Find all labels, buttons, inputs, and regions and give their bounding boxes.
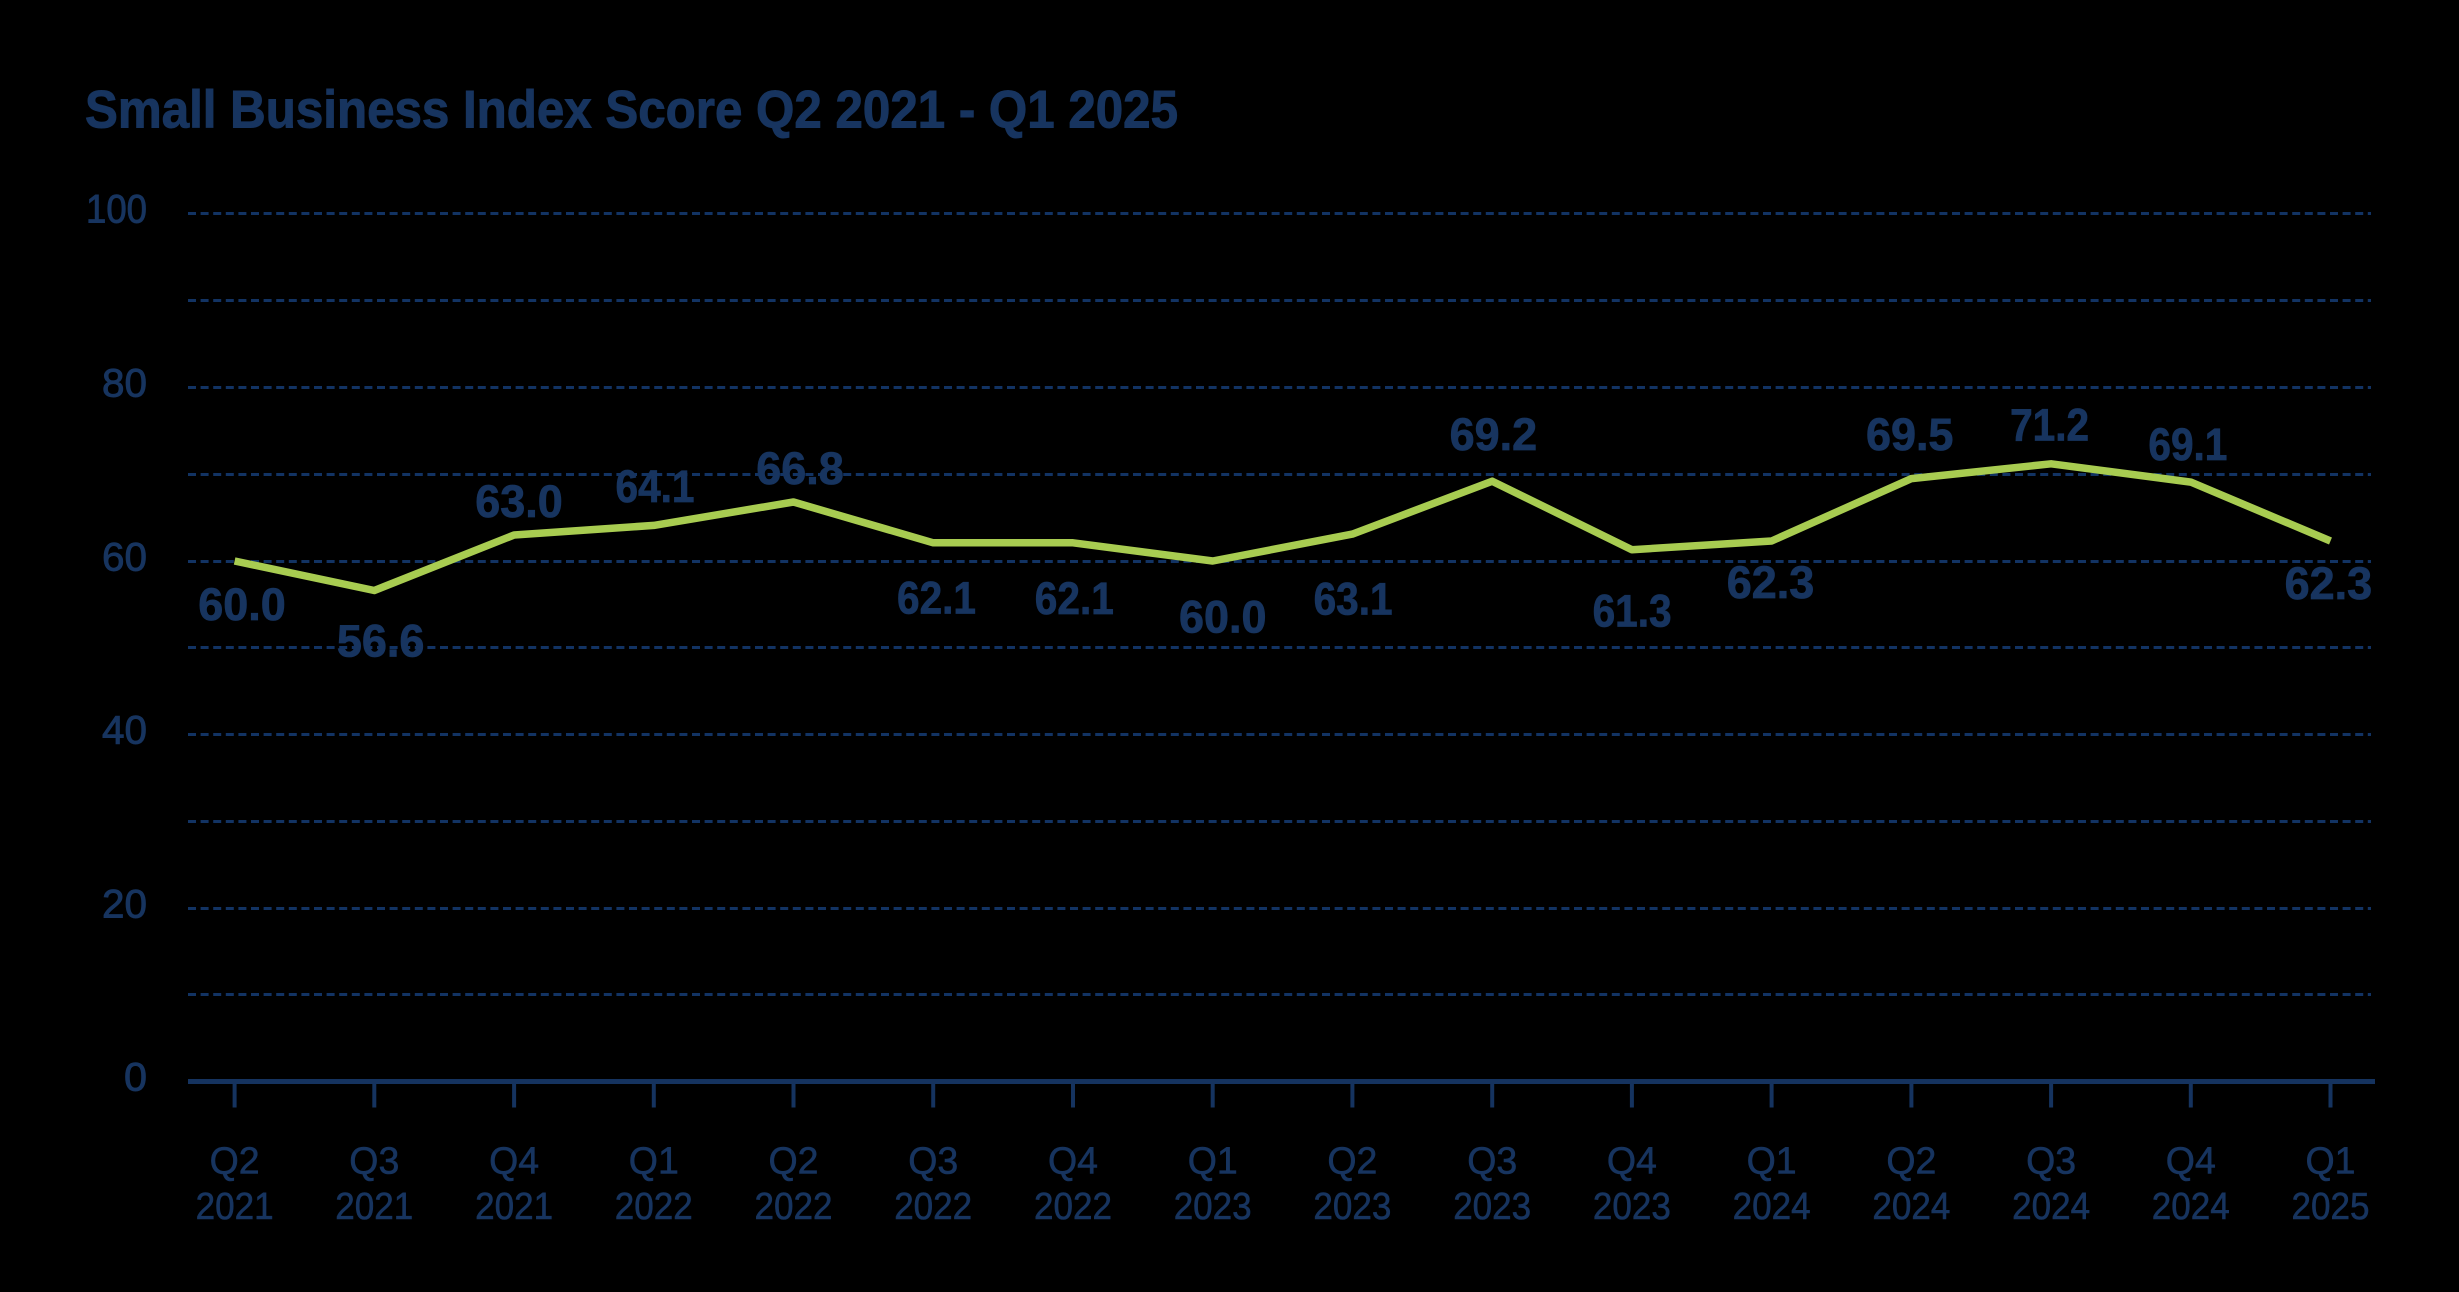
svg-text:2022: 2022	[615, 1186, 693, 1228]
svg-text:0: 0	[124, 1056, 147, 1100]
svg-text:40: 40	[102, 709, 147, 753]
svg-text:2022: 2022	[894, 1186, 972, 1228]
svg-text:2022: 2022	[755, 1186, 833, 1228]
svg-text:Q3: Q3	[2026, 1141, 2076, 1183]
svg-text:2025: 2025	[2292, 1186, 2370, 1228]
svg-text:2023: 2023	[1313, 1186, 1391, 1228]
svg-text:Q4: Q4	[2166, 1141, 2216, 1183]
svg-text:Q2: Q2	[1886, 1141, 1936, 1183]
svg-text:Q4: Q4	[489, 1141, 539, 1183]
svg-text:Q1: Q1	[629, 1141, 679, 1183]
svg-text:Q3: Q3	[908, 1141, 958, 1183]
svg-text:63.0: 63.0	[475, 476, 563, 527]
svg-text:Q2: Q2	[1327, 1141, 1377, 1183]
svg-text:2024: 2024	[2012, 1186, 2090, 1228]
svg-text:Small Business Index Score Q2: Small Business Index Score Q2 2021 - Q1 …	[85, 81, 1178, 140]
svg-text:2021: 2021	[475, 1186, 553, 1228]
svg-text:80: 80	[102, 362, 147, 406]
svg-text:Q2: Q2	[210, 1141, 260, 1183]
svg-text:2022: 2022	[1034, 1186, 1112, 1228]
svg-text:2023: 2023	[1453, 1186, 1531, 1228]
svg-text:66.8: 66.8	[756, 443, 844, 494]
svg-text:Q4: Q4	[1607, 1141, 1657, 1183]
svg-text:62.1: 62.1	[897, 573, 976, 624]
svg-text:2023: 2023	[1174, 1186, 1252, 1228]
svg-text:2024: 2024	[2152, 1186, 2230, 1228]
svg-text:2024: 2024	[1872, 1186, 1950, 1228]
svg-text:Q2: Q2	[769, 1141, 819, 1183]
svg-text:69.1: 69.1	[2148, 419, 2227, 470]
svg-text:Q3: Q3	[1467, 1141, 1517, 1183]
svg-text:69.2: 69.2	[1450, 409, 1538, 460]
svg-text:20: 20	[102, 883, 147, 927]
svg-text:63.1: 63.1	[1314, 574, 1393, 625]
svg-text:62.3: 62.3	[2285, 558, 2373, 609]
svg-text:100: 100	[86, 188, 147, 232]
svg-text:Q4: Q4	[1048, 1141, 1098, 1183]
svg-text:2023: 2023	[1593, 1186, 1671, 1228]
svg-text:60.0: 60.0	[198, 579, 286, 630]
svg-text:56.6: 56.6	[337, 616, 425, 667]
svg-text:60: 60	[102, 536, 147, 580]
svg-text:61.3: 61.3	[1593, 586, 1672, 637]
svg-text:69.5: 69.5	[1866, 409, 1954, 460]
svg-text:64.1: 64.1	[616, 461, 695, 512]
svg-text:Q1: Q1	[1747, 1141, 1797, 1183]
svg-text:60.0: 60.0	[1179, 592, 1267, 643]
svg-text:Q3: Q3	[349, 1141, 399, 1183]
svg-text:Q1: Q1	[1188, 1141, 1238, 1183]
svg-text:2024: 2024	[1733, 1186, 1811, 1228]
svg-text:62.3: 62.3	[1727, 557, 1815, 608]
svg-text:Q1: Q1	[2306, 1141, 2356, 1183]
svg-text:2021: 2021	[196, 1186, 274, 1228]
svg-text:62.1: 62.1	[1035, 573, 1114, 624]
svg-text:2021: 2021	[335, 1186, 413, 1228]
svg-text:71.2: 71.2	[2010, 400, 2089, 451]
